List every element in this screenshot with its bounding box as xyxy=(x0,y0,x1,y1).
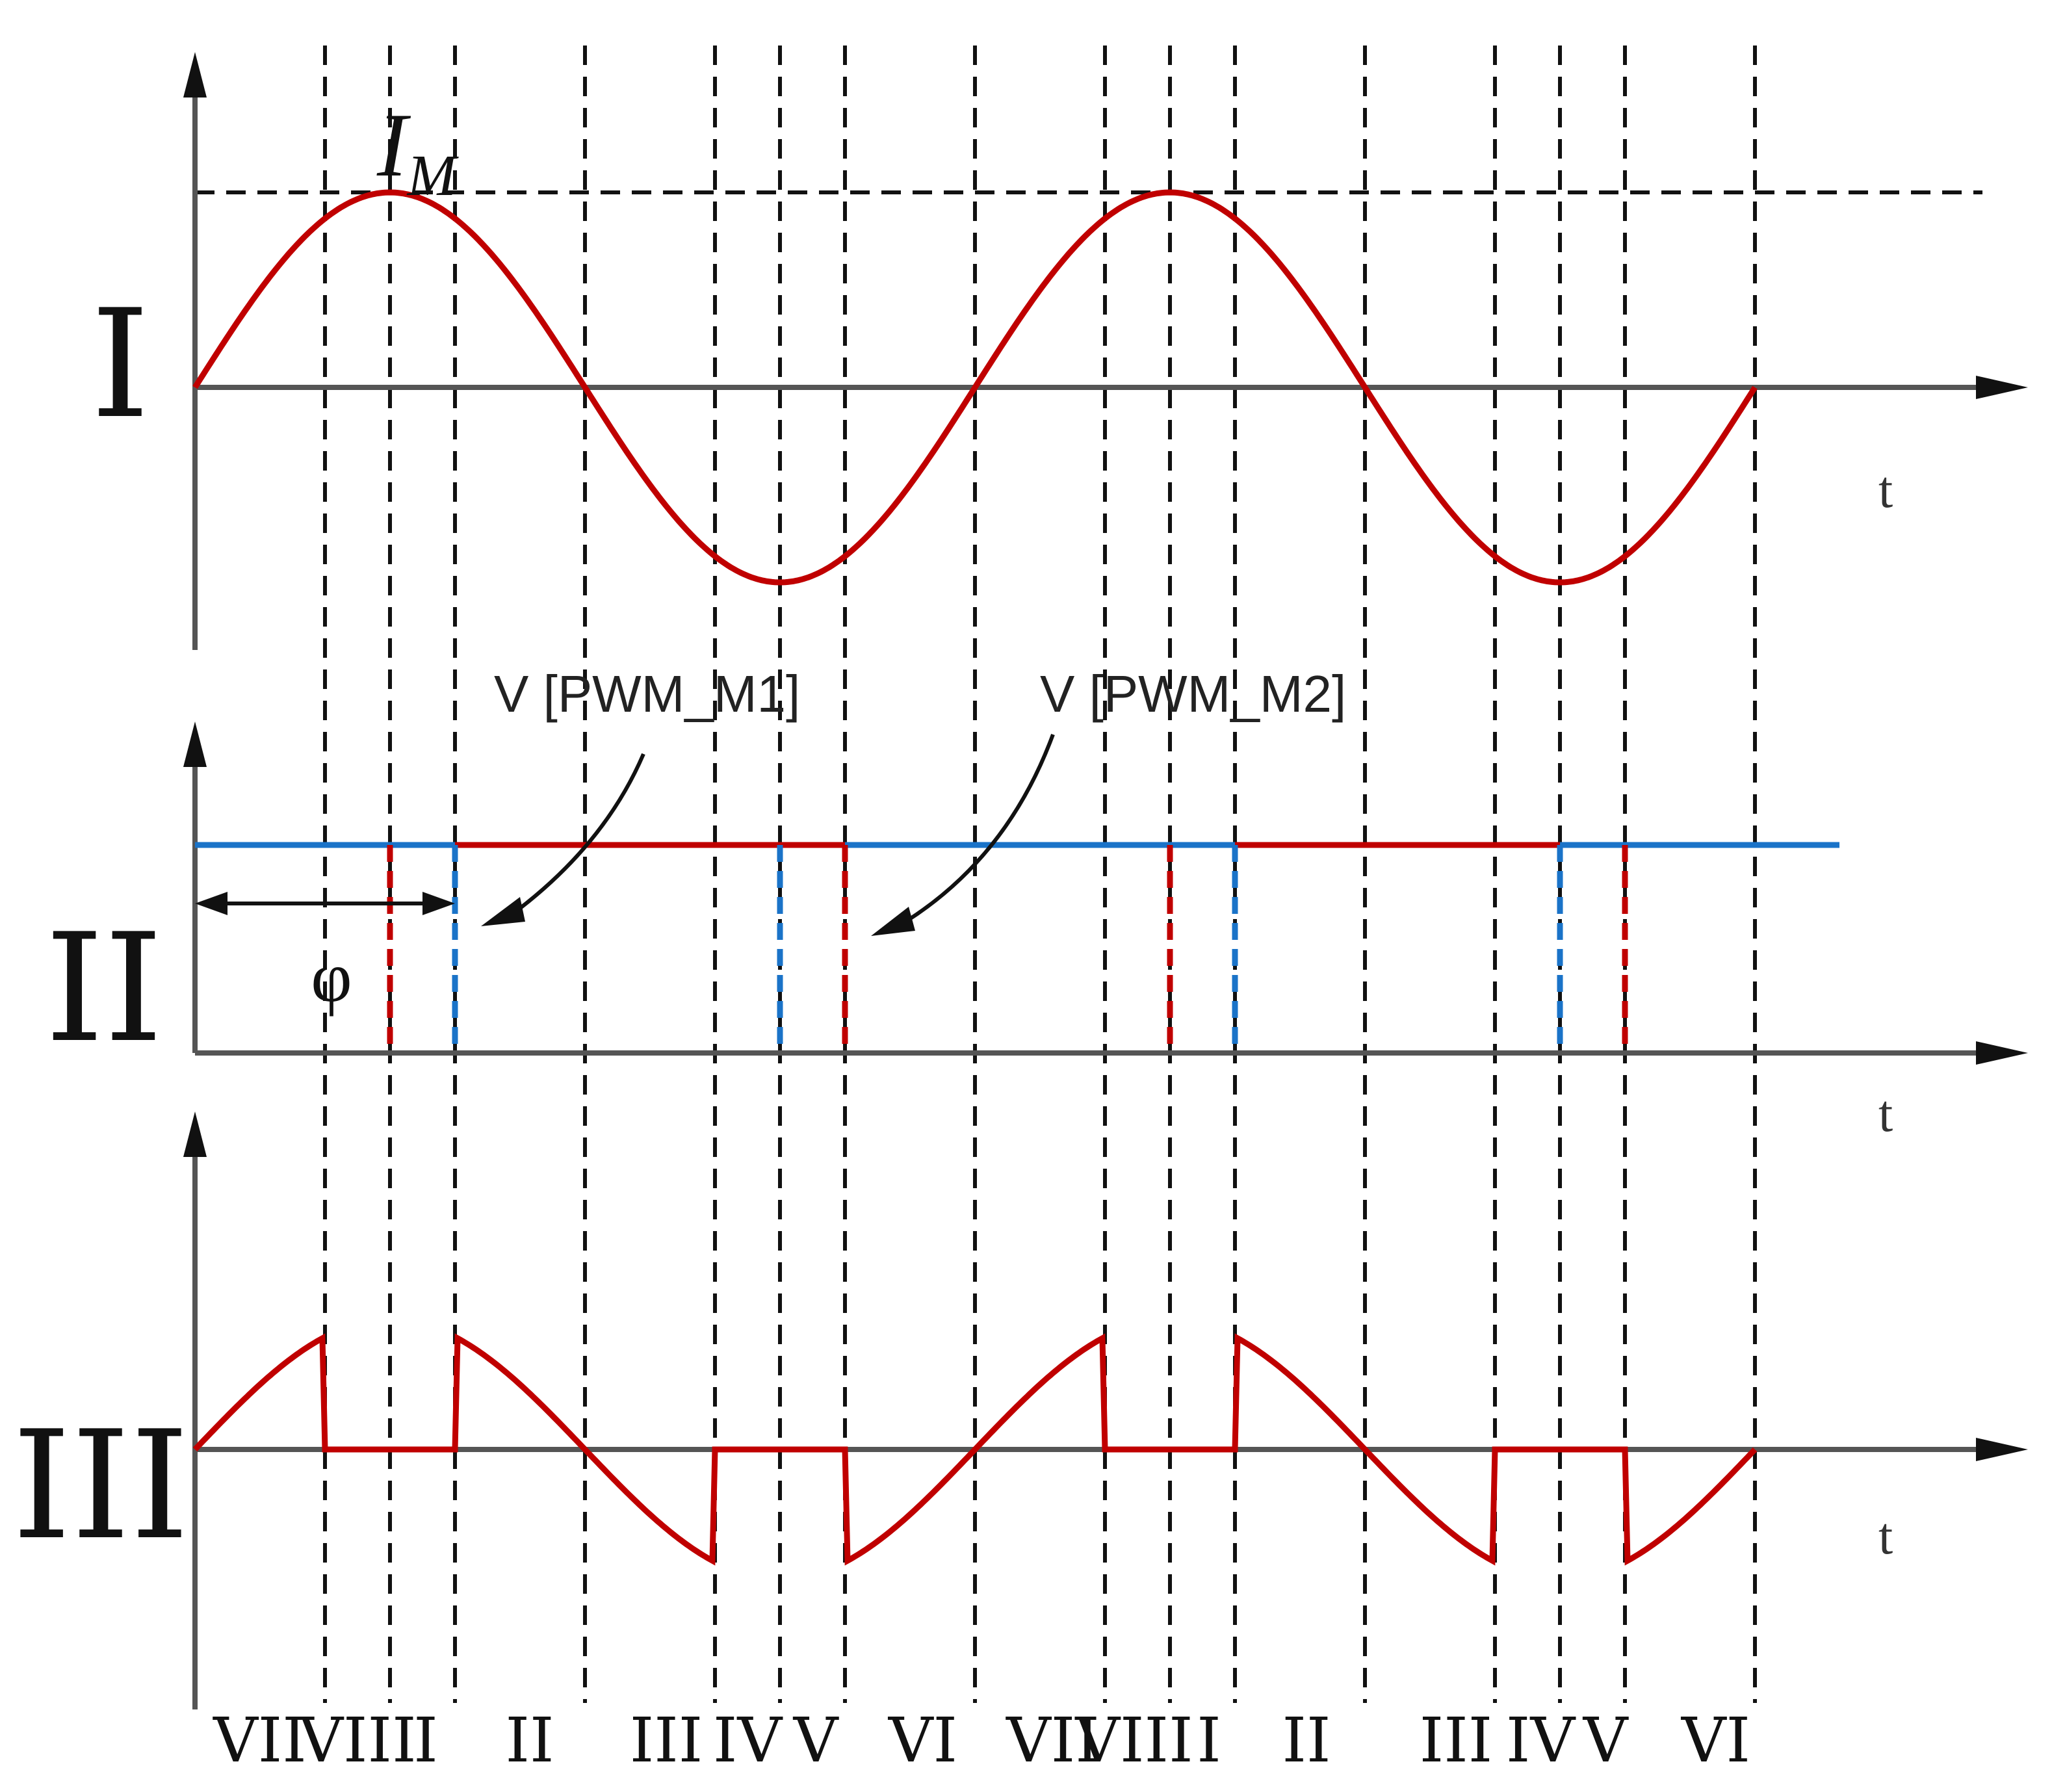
sector-label: VI xyxy=(1681,1705,1750,1776)
panel-i-axes xyxy=(183,52,2028,650)
pwm-m1-pointer xyxy=(512,753,645,915)
panel-ii-x-arrow xyxy=(1976,1041,2028,1065)
axis-label-t-ii: t xyxy=(1878,1085,1893,1143)
sector-label: IV xyxy=(1506,1705,1576,1776)
peak-label: IM xyxy=(376,95,460,208)
sector-label: II xyxy=(1282,1705,1331,1776)
sector-label: VIII xyxy=(1074,1705,1193,1776)
pwm-m2-pointer-head xyxy=(871,907,915,936)
sector-label: III xyxy=(1420,1705,1493,1776)
current-sine-trace xyxy=(192,189,1758,586)
pwm-pulse-edges xyxy=(387,845,1628,1053)
sector-label: I xyxy=(413,1705,438,1776)
panel-i-x-arrow xyxy=(1976,376,2028,399)
panel-label-i: I xyxy=(91,278,150,452)
axis-label-t-i: t xyxy=(1878,461,1893,519)
panel-i-y-arrow xyxy=(183,52,207,97)
sector-label: VII xyxy=(213,1705,307,1776)
sector-label: I xyxy=(1197,1705,1221,1776)
sector-label: V xyxy=(1583,1705,1629,1776)
panel-ii-y-arrow xyxy=(183,721,207,767)
sector-label: VIII xyxy=(298,1705,416,1776)
panel-iii-axes xyxy=(183,1111,2028,1709)
pwm-m2-label: V [PWM_M2] xyxy=(1040,665,1346,723)
pwm-m1-label: V [PWM_M1] xyxy=(494,665,800,723)
rectified-current-trace xyxy=(192,1333,1758,1566)
panel-ii-axes xyxy=(183,721,2028,1065)
panel-label-iii: III xyxy=(12,1399,190,1573)
sector-label: IV xyxy=(713,1705,783,1776)
sector-label: V xyxy=(793,1705,839,1776)
axis-label-t-iii: t xyxy=(1878,1508,1893,1565)
sector-label: III xyxy=(630,1705,703,1776)
sector-label: II xyxy=(505,1705,554,1776)
phase-arrow xyxy=(195,892,455,915)
panel-iii-x-arrow xyxy=(1976,1438,2028,1461)
sector-label: VI xyxy=(888,1705,957,1776)
pwm-m1-pointer-head xyxy=(481,897,525,926)
sector-label: VII xyxy=(1006,1705,1100,1776)
panel-label-ii: II xyxy=(45,902,163,1076)
pwm-m2-pointer xyxy=(902,733,1055,925)
panel-iii-y-arrow xyxy=(183,1111,207,1157)
phase-label: φ xyxy=(311,937,352,1017)
